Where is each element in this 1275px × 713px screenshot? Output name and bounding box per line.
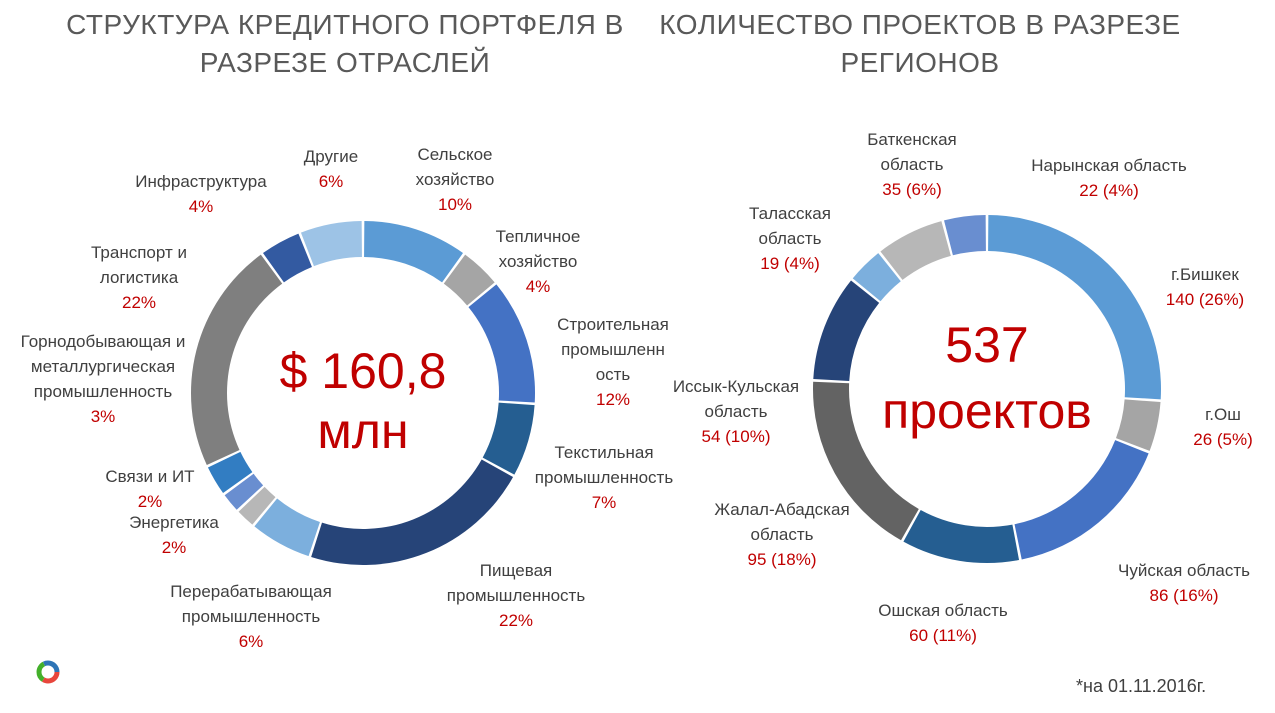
chart-0-slice-3-label: Текстильная промышленность 7% xyxy=(535,443,674,512)
chart-0-slice-10-label: Инфраструктура 4% xyxy=(135,172,267,216)
chart-0-slice-0 xyxy=(364,221,464,283)
chart-1-slice-0 xyxy=(988,215,1161,400)
chart-0-slice-1 xyxy=(443,254,495,306)
chart-1-slice-1 xyxy=(1115,399,1161,451)
chart-0-slice-1-label: Тепличное хозяйство 4% xyxy=(496,227,581,296)
donut-chart-0: Сельское хозяйство 10%Тепличное хозяйство 4%… xyxy=(21,145,674,651)
chart-0-slice-7-label: Связи и ИТ 2% xyxy=(105,467,194,511)
chart-0-slice-2 xyxy=(468,284,535,403)
chart-1-slice-1-label: г.Ош 26 (5%) xyxy=(1193,405,1253,449)
chart-1-slice-6-label: Таласская область 19 (4%) xyxy=(749,204,831,273)
chart-0-slice-5 xyxy=(254,498,320,557)
chart-0-slice-11-label: Другие 6% xyxy=(304,147,358,191)
chart-0-slice-9 xyxy=(191,254,283,466)
chart-1-slice-7-label: Баткенская область 35 (6%) xyxy=(867,130,956,199)
donut-chart-1: г.Бишкек 140 (26%) г.Ош 26 (5%) Чуйская обла… xyxy=(673,130,1253,645)
chart-0-slice-6-label: Энергетика 2% xyxy=(129,513,219,557)
chart-1-slice-0-label: г.Бишкек 140 (26%) xyxy=(1166,265,1244,309)
chart-0-center-label-1: млн xyxy=(317,403,408,459)
chart-1-center-label-1: проектов xyxy=(882,383,1092,439)
chart-1-slice-2-label: Чуйская область 86 (16%) xyxy=(1118,561,1250,605)
chart-1-slice-7 xyxy=(880,221,951,280)
chart-1-slice-6 xyxy=(852,253,901,302)
chart-0-slice-3 xyxy=(482,402,535,475)
footnote: *на 01.11.2016г. xyxy=(1076,676,1207,696)
chart-0-slice-11 xyxy=(300,221,362,267)
chart-0-slice-7 xyxy=(224,473,264,510)
chart-1-slice-3-label: Ошская область 60 (11%) xyxy=(878,601,1008,645)
chart-1-slice-4 xyxy=(813,381,919,541)
chart-1-slice-3 xyxy=(903,510,1020,563)
chart-0-slice-5-label: Перерабатывающая промышленность 6% xyxy=(170,582,332,651)
chart-1-slice-2 xyxy=(1014,440,1149,560)
logo-icon xyxy=(34,658,62,691)
chart-1-center-label-0: 537 xyxy=(945,317,1028,373)
chart-0-slice-8 xyxy=(207,451,253,494)
chart-1-slice-5-label: Иссык-Кульская область 54 (10%) xyxy=(673,377,799,446)
chart-0-slice-4 xyxy=(311,459,514,565)
chart-1-slice-4-label: Жалал-Абадская область 95 (18%) xyxy=(714,500,849,569)
chart-1-slice-8 xyxy=(944,215,986,256)
chart-0-slice-2-label: Строительная промышленн ость 12% xyxy=(557,315,669,409)
chart-0-slice-6 xyxy=(238,486,276,525)
chart-0-slice-10 xyxy=(262,233,312,283)
chart-1-slice-8-label: Нарынская область 22 (4%) xyxy=(1031,156,1187,200)
chart-0-slice-8-label: Горнодобывающая и металлургическая промышл… xyxy=(21,332,186,426)
chart-1-slice-5 xyxy=(813,280,880,382)
chart-0-slice-4-label: Пищевая промышленность 22% xyxy=(447,561,586,630)
right-chart-title: КОЛИЧЕСТВО ПРОЕКТОВ В РАЗРЕЗЕ РЕГИОНОВ xyxy=(659,9,1181,78)
chart-0-center-label-0: $ 160,8 xyxy=(280,343,447,399)
left-chart-title: СТРУКТУРА КРЕДИТНОГО ПОРТФЕЛЯ В РАЗРЕЗЕ … xyxy=(66,9,624,78)
chart-0-slice-0-label: Сельское хозяйство 10% xyxy=(416,145,495,214)
chart-0-slice-9-label: Транспорт и логистика 22% xyxy=(91,243,187,312)
